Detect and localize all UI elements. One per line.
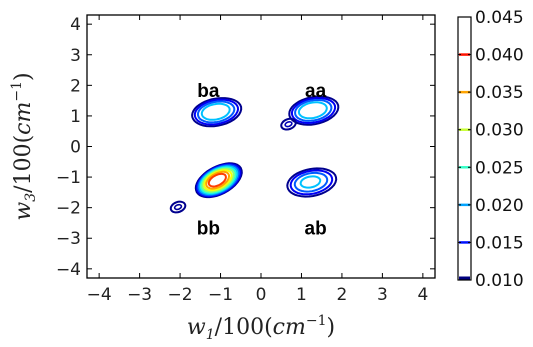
- contour-line: [200, 102, 231, 121]
- peak-label-aa: aa: [305, 81, 327, 102]
- y-tick-label: 1: [70, 107, 81, 127]
- colorbar-frame: [457, 16, 472, 281]
- contour-plot-layer: [191, 95, 340, 199]
- plot-area: [86, 14, 436, 279]
- peak-contours-ab: [286, 167, 338, 198]
- peak-label-ba: ba: [197, 81, 220, 102]
- peak-label-ab: ab: [305, 219, 327, 240]
- x-tick-label: 0: [256, 285, 267, 305]
- y-tick-label: 0: [70, 138, 81, 158]
- side-blob-contour: [280, 117, 297, 131]
- contour-line: [205, 170, 230, 190]
- colorbar: 0.010 0.015 0.020 0.025 0.030 0.035 0.040 0.045: [457, 8, 524, 291]
- contour-line: [288, 95, 340, 126]
- contour-line: [203, 169, 233, 192]
- side-blob-layer: [169, 117, 297, 214]
- x-axis-label-superscript: −1: [306, 313, 327, 329]
- x-tick-label: −4: [87, 285, 112, 305]
- y-tick-label: 4: [70, 15, 81, 35]
- peak-contours-ba: [191, 97, 243, 128]
- y-axis-label-unit: cm: [11, 102, 36, 135]
- colorbar-tick-label: 0.020: [475, 196, 524, 216]
- colorbar-tick-label: 0.030: [475, 121, 524, 141]
- contour-line: [201, 167, 235, 193]
- x-tick-label: −3: [127, 285, 152, 305]
- colorbar-background: [458, 17, 471, 280]
- contour-line: [286, 167, 338, 198]
- y-axis-label-subscript: 3: [23, 193, 39, 202]
- peak-contours-bb: [194, 162, 243, 199]
- x-tick-label: 1: [296, 285, 307, 305]
- peak-contours-aa: [288, 95, 340, 126]
- peak-label-bb: bb: [197, 219, 220, 240]
- colorbar-tick-label: 0.035: [475, 83, 524, 103]
- x-axis-label-unit: cm: [273, 315, 306, 340]
- x-axis-label-subscript: 1: [206, 327, 215, 343]
- colorbar-tick-label: 0.025: [475, 158, 524, 178]
- contour-line: [297, 101, 328, 120]
- y-tick-label: −3: [56, 229, 81, 249]
- x-tick-label: 2: [337, 285, 348, 305]
- contour-line: [294, 99, 333, 122]
- y-axis-label-mid: /100(: [11, 135, 36, 193]
- y-axis: −4 −3 −2 −1 0 1 2 3 4: [56, 15, 435, 280]
- x-axis: −4 −3 −2 −1 0 1 2 3 4: [87, 15, 428, 305]
- colorbar-tick-label: 0.040: [475, 46, 524, 66]
- y-axis-label: w3/100(cm−1): [9, 72, 39, 220]
- y-tick-label: −2: [56, 199, 81, 219]
- x-tick-label: 4: [417, 285, 428, 305]
- y-axis-label-end: ): [11, 72, 36, 81]
- x-tick-label: −2: [168, 285, 193, 305]
- x-axis-label: w1/100(cm−1): [187, 313, 335, 343]
- x-axis-label-symbol: w: [187, 315, 206, 340]
- y-tick-label: −1: [56, 168, 81, 188]
- x-axis-label-end: ): [327, 315, 336, 340]
- y-axis-label-superscript: −1: [9, 81, 25, 102]
- y-tick-label: 3: [70, 46, 81, 66]
- contour-line: [299, 175, 322, 189]
- contour-line: [207, 172, 227, 188]
- colorbar-tick-label: 0.010: [475, 271, 524, 291]
- y-tick-label: 2: [70, 76, 81, 96]
- y-tick-label: −4: [56, 260, 81, 280]
- x-tick-label: 3: [377, 285, 388, 305]
- colorbar-tick-label: 0.045: [475, 8, 524, 28]
- side-blob-contour-inner: [173, 203, 183, 211]
- side-blob-contour: [169, 200, 187, 214]
- contour-line: [196, 100, 236, 124]
- x-axis-label-mid: /100(: [215, 315, 273, 340]
- contour-line: [289, 169, 334, 196]
- x-tick-label: −1: [208, 285, 233, 305]
- colorbar-tick-label: 0.015: [475, 233, 524, 253]
- y-axis-label-symbol: w: [11, 202, 36, 221]
- side-blob-contour-inner: [284, 120, 293, 128]
- contour-line: [191, 97, 243, 128]
- contour-line: [293, 171, 329, 193]
- peak-labels: ba aa bb ab: [197, 81, 327, 240]
- contour-line: [193, 98, 240, 126]
- contour-line: [290, 97, 337, 125]
